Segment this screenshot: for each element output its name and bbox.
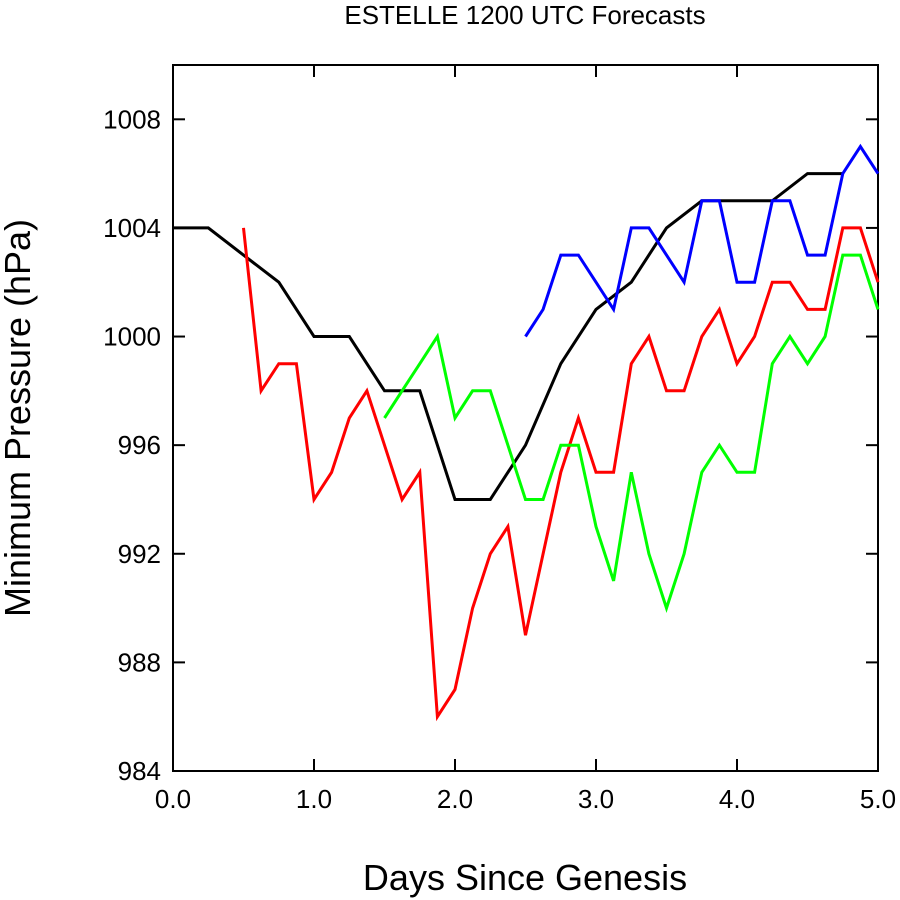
x-tick-label: 2.0 [437, 784, 473, 814]
axis-ticks [172, 65, 879, 772]
series-line-1 [173, 172, 843, 501]
y-tick-label: 1008 [103, 104, 161, 134]
y-tick-label: 996 [118, 430, 161, 460]
x-tick-label: 1.0 [296, 784, 332, 814]
data-series [173, 143, 880, 722]
plot-frame [172, 64, 879, 772]
x-tick-label: 4.0 [719, 784, 755, 814]
chart-title: ESTELLE 1200 UTC Forecasts [344, 0, 705, 30]
x-axis-title: Days Since Genesis [363, 857, 687, 898]
x-tick-label: 0.0 [155, 784, 191, 814]
series-line-2 [242, 226, 880, 722]
series-line-4 [524, 143, 880, 338]
x-tick-label: 5.0 [860, 784, 896, 814]
y-tick-label: 1004 [103, 213, 161, 243]
x-tick-label: 3.0 [578, 784, 614, 814]
y-tick-label: 1000 [103, 322, 161, 352]
y-tick-label: 992 [118, 539, 161, 569]
axis-tick-labels: 0.0 1.0 2.0 3.0 4.0 5.0 984 988 992 996 1000 1004 10… [103, 104, 896, 814]
y-tick-label: 984 [118, 756, 161, 786]
series-line-3 [383, 253, 880, 613]
y-tick-label: 988 [118, 647, 161, 677]
y-axis-title: Minimum Pressure (hPa) [0, 219, 38, 617]
